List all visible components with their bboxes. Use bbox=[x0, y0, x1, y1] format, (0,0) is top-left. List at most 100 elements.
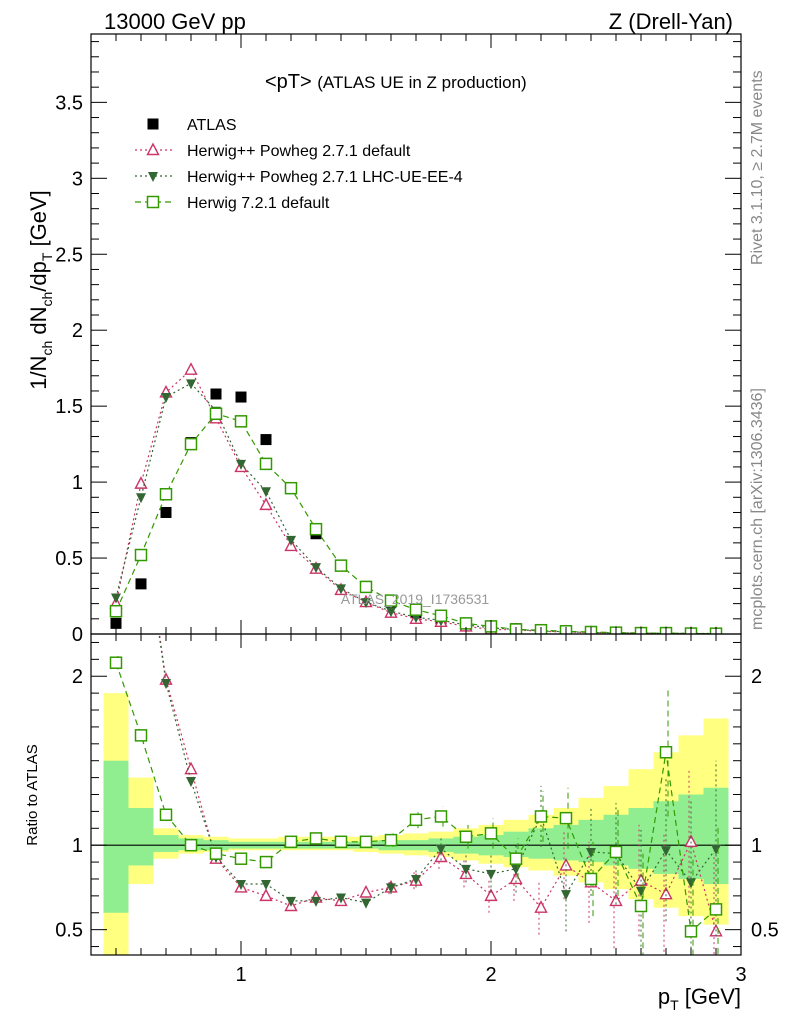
main-y-axis-label: 1/Nch dNch/dpT [GeV] bbox=[26, 190, 55, 390]
herwig-powheg-2-7-1-lhc-ue-ee-4-point bbox=[361, 598, 371, 609]
herwig-powheg-2-7-1-lhc-ue-ee-4-point bbox=[286, 535, 296, 546]
herwig-7-2-1-default-point bbox=[184, 838, 198, 852]
herwig-7-2-1-default-point bbox=[684, 925, 698, 938]
herwig-powheg-2-7-1-lhc-ue-ee-4-point bbox=[661, 846, 671, 857]
herwig-powheg-2-7-1-lhc-ue-ee-4-point bbox=[336, 893, 346, 904]
herwig-powheg-2-7-1-default-point bbox=[111, 501, 122, 512]
herwig-7-2-1-default-point bbox=[334, 835, 348, 849]
y-tick-label: 0 bbox=[72, 624, 83, 646]
main-plot: 0 0.5 1 1.5 2 2.5 3 3.5 <pT> (ATLAS UE in Z prod… bbox=[26, 33, 742, 646]
herwig-powheg-2-7-1-lhc-ue-ee-4-point bbox=[111, 593, 121, 604]
herwig-7-2-1-default-point bbox=[109, 604, 123, 618]
legend-label-herwig-powheg-2-7-1-default: Herwig++ Powheg 2.7.1 default bbox=[187, 143, 411, 160]
analysis-watermark: ATLAS_2019_I1736531 bbox=[341, 591, 490, 607]
herwig-powheg-2-7-1-lhc-ue-ee-4-point bbox=[236, 459, 246, 470]
x-tick-label: 3 bbox=[735, 964, 746, 986]
herwig-7-2-1-default-point bbox=[534, 810, 548, 823]
herwig-powheg-2-7-1-lhc-ue-ee-4-point bbox=[411, 874, 421, 885]
y-label-subscript: ch bbox=[39, 341, 55, 356]
legend-marker-herwig-powheg-2-7-1-lhc-ue-ee-4 bbox=[148, 172, 158, 182]
herwig-powheg-2-7-1-default-point bbox=[259, 497, 273, 511]
herwig-7-2-1-default-point bbox=[659, 746, 673, 759]
atlas-point bbox=[235, 391, 247, 403]
herwig-powheg-2-7-1-lhc-ue-ee-4-point bbox=[461, 864, 471, 875]
herwig-powheg-2-7-1-default-point bbox=[484, 888, 498, 902]
atlas-point bbox=[110, 617, 122, 629]
herwig-7-2-1-default-point bbox=[609, 845, 623, 859]
herwig-7-2-1-default-point bbox=[434, 810, 448, 823]
mcplots-label: mcplots.cern.ch [arXiv:1306.3436] bbox=[749, 388, 766, 630]
herwig-powheg-2-7-1-lhc-ue-ee-4-point bbox=[261, 880, 271, 891]
y-tick-label: 1 bbox=[72, 835, 83, 857]
atlas-point bbox=[160, 506, 172, 518]
herwig-powheg-2-7-1-lhc-ue-ee-4-point bbox=[136, 493, 146, 504]
y-label-text: /dp bbox=[26, 261, 51, 292]
herwig-powheg-2-7-1-lhc-ue-ee-4-point bbox=[186, 379, 196, 390]
herwig-7-2-1-default-point bbox=[334, 559, 348, 572]
herwig-powheg-2-7-1-default-point bbox=[609, 893, 623, 907]
herwig-7-2-1-default-point bbox=[384, 833, 398, 847]
herwig-7-2-1-default-point bbox=[559, 811, 573, 825]
x-label-text: p bbox=[658, 984, 670, 1009]
y-tick-label: 0.5 bbox=[55, 920, 83, 942]
herwig-7-2-1-default-point bbox=[284, 481, 298, 495]
y-tick-label: 0.5 bbox=[55, 548, 83, 570]
legend-marker-herwig-powheg-2-7-1-default bbox=[146, 142, 160, 156]
legend-label-herwig-7-2-1-default: Herwig 7.2.1 default bbox=[187, 195, 330, 212]
herwig-7-2-1-default-point bbox=[284, 835, 298, 849]
herwig-7-2-1-default-point bbox=[209, 407, 223, 420]
herwig-powheg-2-7-1-lhc-ue-ee-4-point bbox=[561, 890, 571, 901]
y-tick-label: 1.5 bbox=[55, 396, 83, 418]
y-label-text: dN bbox=[26, 307, 51, 341]
herwig-powheg-2-7-1-default-point bbox=[184, 362, 198, 375]
herwig-7-2-1-default-point bbox=[134, 548, 148, 562]
herwig-7-2-1-default-point bbox=[309, 522, 323, 536]
herwig-powheg-2-7-1-default-point bbox=[509, 871, 523, 885]
herwig-7-2-1-default-point bbox=[709, 903, 723, 916]
x-tick-label: 2 bbox=[485, 964, 496, 986]
herwig-powheg-2-7-1-default-point bbox=[259, 888, 273, 902]
ratio-plot-area bbox=[91, 501, 741, 955]
herwig-powheg-2-7-1-lhc-ue-ee-4-point bbox=[711, 844, 721, 855]
y-tick-label: 3.5 bbox=[55, 92, 83, 114]
herwig-powheg-2-7-1-lhc-ue-ee-4-point bbox=[386, 883, 396, 894]
y-label-subscript: ch bbox=[39, 292, 55, 307]
uncertainty-band-inner bbox=[628, 808, 654, 869]
herwig-7-2-1-default-point bbox=[234, 852, 248, 865]
header-left: 13000 GeV pp bbox=[104, 9, 246, 34]
plot-title-subtitle: (ATLAS UE in Z production) bbox=[317, 73, 526, 92]
y-tick-label: 2 bbox=[72, 320, 83, 342]
herwig-7-2-1-default-point bbox=[109, 656, 123, 669]
y-tick-label: 2.5 bbox=[55, 244, 83, 266]
herwig-7-2-1-default-point bbox=[459, 830, 473, 843]
atlas-point bbox=[210, 388, 222, 400]
x-axis-label: pT [GeV] bbox=[658, 984, 741, 1013]
herwig-7-2-1-default-point bbox=[209, 847, 223, 860]
herwig-7-2-1-default-point bbox=[584, 872, 598, 886]
herwig-powheg-2-7-1-default-point bbox=[359, 884, 373, 898]
herwig-7-2-1-default-point bbox=[434, 609, 448, 623]
atlas-point bbox=[260, 434, 272, 446]
herwig-powheg-2-7-1-lhc-ue-ee-4-point bbox=[136, 503, 146, 513]
herwig-7-2-1-default-point bbox=[384, 594, 398, 607]
uncertainty-band-inner bbox=[153, 835, 179, 852]
herwig-powheg-2-7-1-lhc-ue-ee-4-point bbox=[236, 880, 246, 891]
herwig-powheg-2-7-1-default-point bbox=[134, 476, 148, 489]
herwig-powheg-2-7-1-lhc-ue-ee-4-point bbox=[286, 896, 296, 907]
herwig-powheg-2-7-1-default-point bbox=[684, 834, 698, 848]
herwig-powheg-2-7-1-lhc-ue-ee-4-point bbox=[111, 503, 121, 513]
atlas-point bbox=[135, 578, 147, 590]
uncertainty-band-inner bbox=[553, 824, 579, 861]
herwig-powheg-2-7-1-lhc-ue-ee-4-point bbox=[161, 393, 171, 404]
herwig-powheg-2-7-1-lhc-ue-ee-4-point bbox=[436, 844, 446, 855]
herwig-7-2-1-default-point bbox=[634, 899, 648, 913]
herwig-7-2-1-default-point bbox=[509, 852, 523, 865]
herwig-7-2-1-default-point bbox=[259, 855, 273, 869]
herwig-7-2-1-default-point bbox=[309, 832, 323, 845]
rivet-label: Rivet 3.1.10, ≥ 2.7M events bbox=[749, 70, 766, 265]
herwig-7-2-1-default-point bbox=[409, 813, 423, 827]
y-tick-label-right: 2 bbox=[751, 666, 762, 688]
uncertainty-band-inner bbox=[128, 808, 154, 866]
legend-label-atlas: ATLAS bbox=[187, 117, 237, 134]
